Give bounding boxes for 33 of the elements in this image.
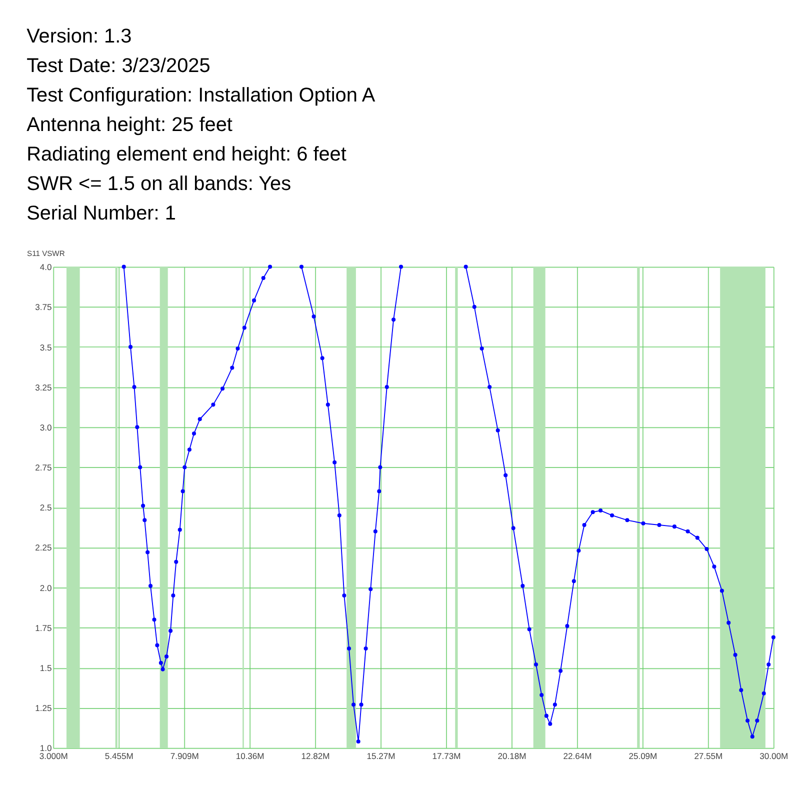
- y-tick-label: 2.5: [40, 502, 52, 513]
- x-tick-label: 7.909M: [170, 750, 199, 761]
- x-tick-label: 17.73M: [432, 750, 461, 761]
- x-tick-label: 12.82M: [301, 750, 330, 761]
- x-tick-label: 3.000M: [39, 750, 68, 761]
- text: Serial Number: 1: [26, 202, 176, 225]
- x-tick-label: 20.18M: [498, 750, 526, 761]
- y-tick-label: 2.75: [35, 462, 52, 473]
- text: Version: 1.3: [26, 25, 132, 48]
- x-tick-label: 5.455M: [104, 750, 134, 761]
- y-tick-label: 1.75: [35, 622, 52, 633]
- y-tick-label: 4.0: [40, 262, 52, 272]
- x-tick-label: 15.27M: [366, 750, 396, 761]
- x-tick-label: 27.55M: [694, 750, 723, 761]
- text: Test Configuration: Installation Option A: [26, 84, 376, 106]
- x-tick-label: 30.00M: [760, 750, 788, 761]
- x-tick-label: 22.64M: [563, 750, 592, 761]
- text: Test Date: 3/23/2025: [26, 54, 210, 77]
- y-tick-label: 1.0: [40, 743, 52, 754]
- y-tick-label: 2.25: [35, 542, 52, 553]
- y-tick-label: 1.5: [40, 663, 52, 674]
- text: SWR <= 1.5 on all bands: Yes: [26, 173, 292, 196]
- y-tick-label: 1.25: [35, 703, 52, 714]
- y-tick-label: 3.0: [40, 422, 52, 432]
- y-axis-title: S11 VSWR: [27, 248, 66, 258]
- x-tick-label: 10.36M: [236, 750, 264, 761]
- y-tick-label: 2.0: [40, 582, 52, 593]
- y-tick-label: 3.25: [35, 382, 52, 392]
- x-tick-label: 25.09M: [628, 750, 658, 761]
- text: Antenna height: 25 feet: [26, 114, 233, 136]
- text: Radiating element end height: 6 feet: [26, 144, 347, 166]
- y-tick-label: 3.75: [35, 302, 52, 312]
- y-tick-label: 3.5: [40, 342, 52, 352]
